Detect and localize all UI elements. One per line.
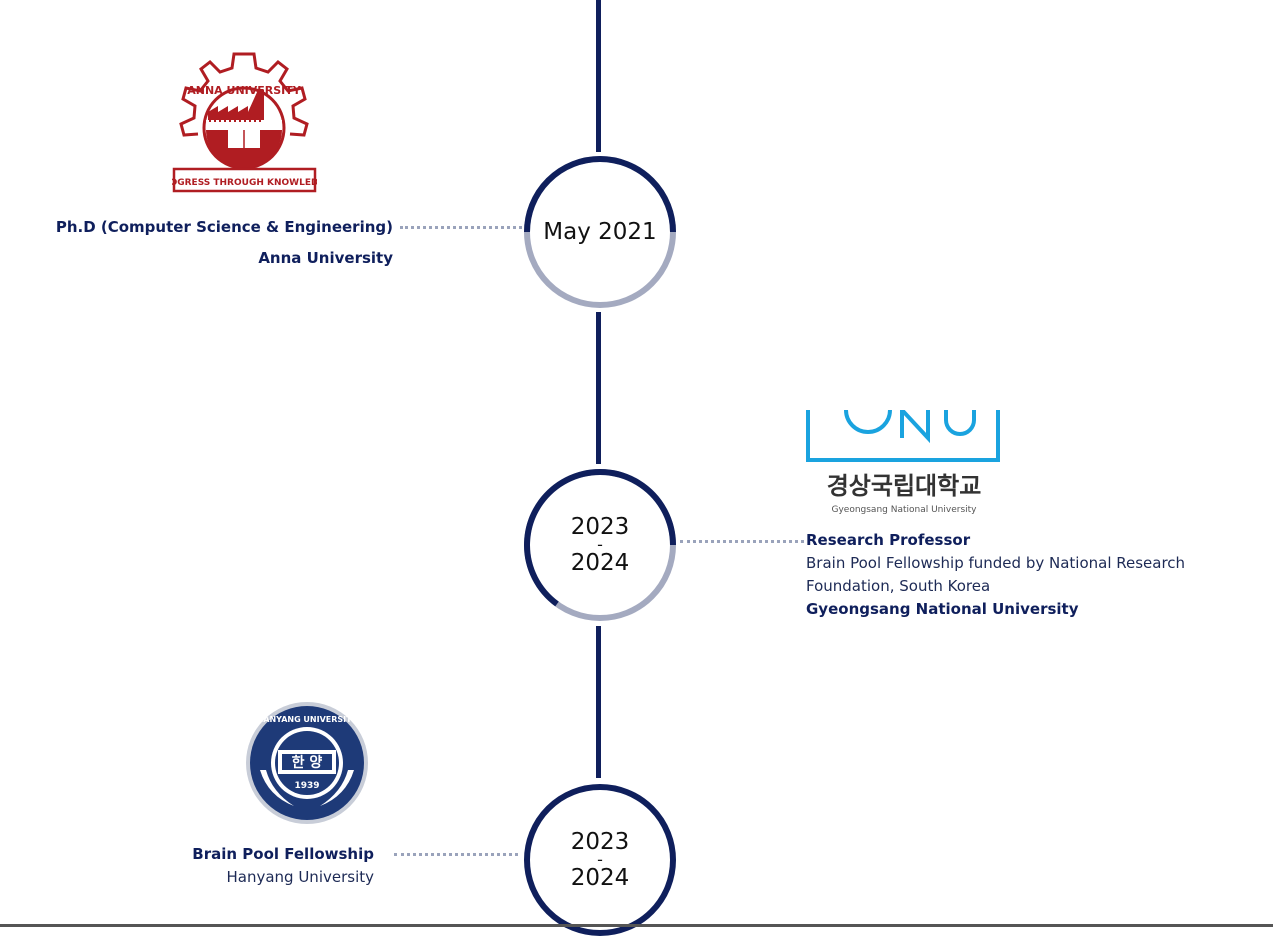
node-date-separator: -: [597, 850, 603, 869]
timeline-line-top: [596, 0, 601, 152]
connector-dots: [400, 226, 522, 229]
timeline-node-2023-2024-hanyang: 2023 - 2024: [522, 782, 678, 938]
gnu-logo: 경상국립대학교 Gyeongsang National University: [806, 408, 1002, 518]
node-date-start: 2023: [570, 514, 630, 540]
entry-institution: Hanyang University: [226, 868, 374, 886]
hanyang-year-text: 1939: [294, 781, 319, 791]
timeline-node-2023-2024: 2023 - 2024: [522, 467, 678, 623]
node-date-start: 2023: [570, 829, 630, 855]
timeline-line-lower: [596, 626, 601, 778]
gnu-english-text: Gyeongsang National University: [831, 505, 977, 515]
hanyang-center-text: 한 양: [292, 755, 323, 771]
timeline-line-middle: [596, 312, 601, 464]
node-date-end: 2024: [570, 550, 630, 576]
anna-university-logo: ANNA UNIVERSITY PROGRESS THROUGH KNOWLED…: [156, 50, 332, 195]
entry-institution: Anna University: [258, 249, 393, 267]
entry-institution: Gyeongsang National University: [806, 600, 1079, 618]
page-bottom-border: [0, 924, 1273, 927]
node-date: May 2021: [543, 219, 657, 245]
entry-title: Research Professor: [806, 531, 971, 549]
hanyang-university-seal: 한 양 1939 HANYANG UNIVERSITY: [244, 700, 370, 826]
entry-description: Brain Pool Fellowship funded by National…: [806, 554, 1186, 595]
entry-title: Ph.D (Computer Science & Engineering): [55, 218, 393, 236]
gnu-korean-text: 경상국립대학교: [827, 472, 982, 500]
anna-banner-text: PROGRESS THROUGH KNOWLEDGE: [172, 178, 317, 188]
entry-title: Brain Pool Fellowship: [192, 845, 374, 863]
node-date-end: 2024: [570, 865, 630, 891]
timeline-node-may-2021: May 2021: [522, 154, 678, 310]
hanyang-arc-text: HANYANG UNIVERSITY: [257, 715, 358, 724]
anna-arc-text: ANNA UNIVERSITY: [187, 84, 302, 97]
connector-dots: [680, 540, 804, 543]
connector-dots: [394, 853, 518, 856]
node-date-separator: -: [597, 535, 603, 554]
